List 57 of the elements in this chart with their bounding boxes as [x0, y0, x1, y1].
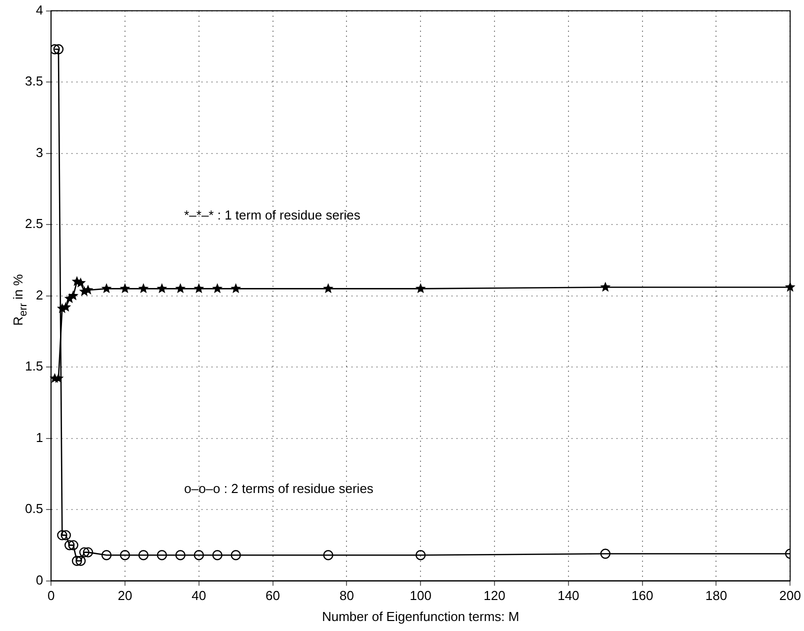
- annotation: o–o–o : 2 terms of residue series: [184, 481, 374, 496]
- point: [76, 556, 86, 566]
- point: [156, 283, 168, 294]
- y-tick-label: 4: [36, 2, 44, 18]
- x-tick-label: 180: [705, 588, 728, 604]
- point: [230, 283, 242, 294]
- point: [415, 283, 426, 294]
- point: [175, 283, 186, 294]
- point: [600, 282, 611, 292]
- point: [194, 550, 204, 560]
- point: [230, 550, 241, 560]
- point: [120, 283, 130, 294]
- y-tick-label: 3.5: [24, 74, 44, 89]
- y-tick-label: 2: [36, 287, 44, 302]
- point: [82, 547, 94, 558]
- point: [51, 44, 60, 54]
- x-tick-label: 40: [192, 588, 206, 604]
- x-axis-title: Number of Eigenfunction terms: M: [322, 608, 520, 624]
- point: [138, 550, 149, 560]
- point: [212, 550, 222, 560]
- x-tick-label: 200: [779, 588, 802, 604]
- point: [194, 283, 204, 294]
- x-tick-label: 100: [410, 588, 432, 604]
- point: [68, 540, 78, 550]
- point: [212, 283, 223, 294]
- x-tick-label: 160: [631, 588, 654, 604]
- point: [323, 550, 334, 560]
- annotation: *–*–* : 1 term of residue series: [184, 208, 361, 223]
- y-tick-label: 1.5: [24, 358, 44, 374]
- point: [416, 550, 426, 560]
- point: [72, 556, 82, 566]
- point: [600, 548, 610, 559]
- y-tick-label: 3: [36, 144, 44, 160]
- point: [138, 283, 149, 294]
- y-tick-label: 2.5: [24, 216, 44, 232]
- y-tick-label: 0: [36, 572, 44, 588]
- y-tick-label: 0.5: [24, 501, 44, 516]
- point: [57, 530, 68, 540]
- point: [175, 550, 186, 560]
- x-tick-label: 140: [558, 588, 580, 604]
- point: [64, 540, 75, 550]
- point: [101, 550, 112, 560]
- point: [60, 530, 71, 540]
- point: [79, 547, 90, 558]
- point: [156, 550, 168, 560]
- x-tick-label: 20: [118, 588, 132, 604]
- point: [120, 550, 130, 560]
- x-tick-label: 120: [484, 588, 506, 604]
- point: [322, 283, 334, 294]
- point: [101, 283, 112, 294]
- x-tick-label: 80: [339, 588, 354, 604]
- y-tick-label: 1: [36, 430, 44, 445]
- point: [68, 290, 78, 300]
- x-tick-label: 0: [47, 588, 55, 604]
- point: [60, 302, 72, 312]
- point: [53, 44, 64, 54]
- x-tick-label: 60: [266, 588, 280, 604]
